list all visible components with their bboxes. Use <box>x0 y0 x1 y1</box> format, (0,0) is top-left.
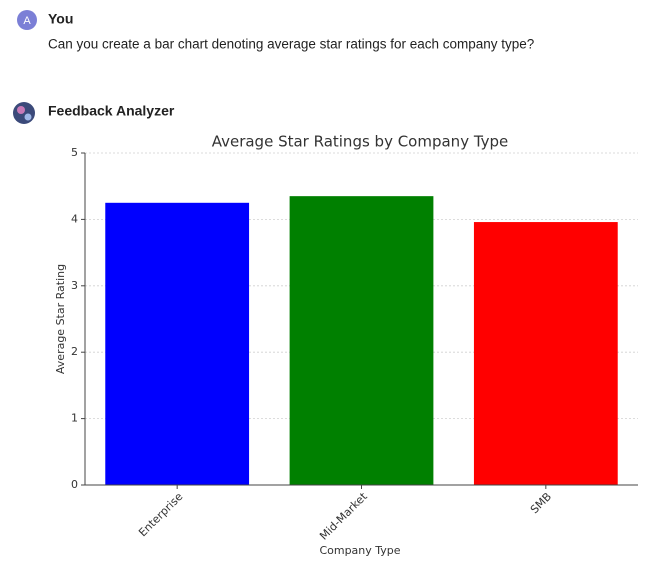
y-tick-label: 0 <box>71 478 78 491</box>
y-tick-label: 2 <box>71 345 78 358</box>
bar <box>473 222 618 485</box>
bot-avatar-detail <box>17 106 25 114</box>
y-tick-label: 1 <box>71 412 78 425</box>
bot-avatar <box>13 102 35 124</box>
bar <box>289 196 434 485</box>
bot-avatar-detail <box>24 113 32 121</box>
chart: Average Star Ratings by Company Type Com… <box>54 133 638 557</box>
y-tick-label: 3 <box>71 279 78 292</box>
author: Feedback Analyzer <box>48 103 175 119</box>
x-tick-label: Enterprise <box>136 490 185 539</box>
x-tick-label: Mid-Market <box>317 490 370 543</box>
x-axis-label: Company Type <box>319 544 400 557</box>
y-tick-label: 5 <box>71 146 78 159</box>
y-tick-label: 4 <box>71 212 78 225</box>
user-avatar <box>17 10 37 30</box>
avatar-letter: A <box>23 15 31 27</box>
author: You <box>48 11 73 27</box>
chart-title: Average Star Ratings by Company Type <box>212 133 509 151</box>
y-axis-label: Average Star Rating <box>54 264 67 374</box>
x-tick-label: SMB <box>528 490 554 516</box>
message-text: Can you create a bar chart denoting aver… <box>48 37 534 52</box>
bar <box>105 202 250 486</box>
